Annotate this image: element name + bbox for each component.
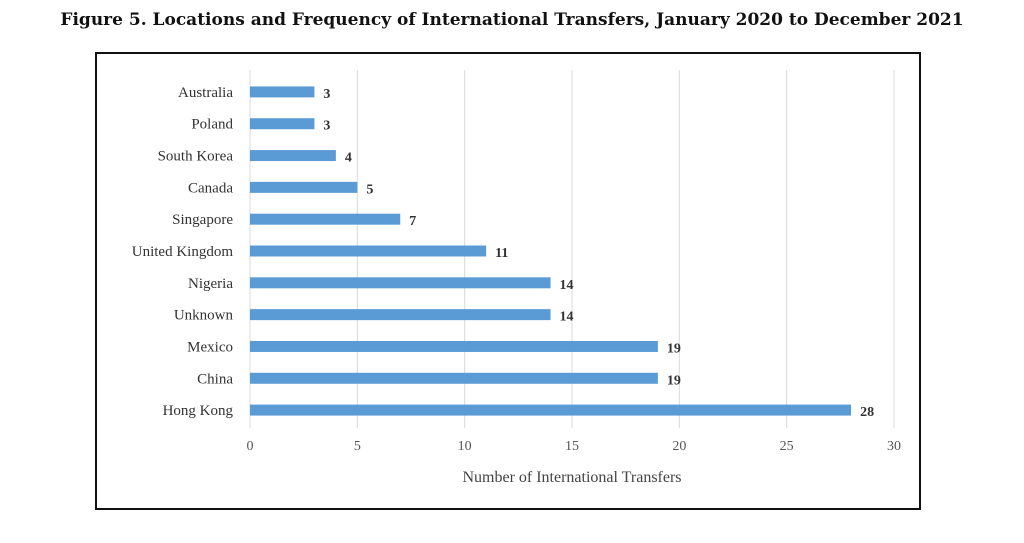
category-label: Poland <box>191 117 233 133</box>
data-label: 3 <box>323 119 330 134</box>
bar-poland <box>250 118 315 130</box>
bars <box>250 86 852 416</box>
data-labels: 3 3 4 5 7 11 14 14 19 19 28 <box>323 87 874 420</box>
category-label: Hong Kong <box>163 403 234 419</box>
bar-singapore <box>250 213 401 225</box>
bar-hong-kong <box>250 404 852 416</box>
category-label: Singapore <box>172 212 233 228</box>
x-tick-label: 10 <box>458 439 472 454</box>
category-label: South Korea <box>158 149 234 165</box>
x-tick-label: 20 <box>672 439 686 454</box>
x-tick-labels: 0 5 10 15 20 25 30 <box>247 439 902 454</box>
bar-australia <box>250 86 315 98</box>
x-tick-label: 0 <box>247 439 254 454</box>
category-label: Mexico <box>187 339 233 355</box>
bar-united-kingdom <box>250 245 487 257</box>
category-label: Australia <box>178 85 233 101</box>
category-label: Canada <box>188 180 233 196</box>
data-label: 3 <box>323 87 330 102</box>
category-label: Unknown <box>174 308 234 324</box>
bar-mexico <box>250 340 658 352</box>
category-labels: Australia Poland South Korea Canada Singapor… <box>132 85 234 419</box>
x-tick-label: 5 <box>354 439 361 454</box>
bar-canada <box>250 181 358 193</box>
data-label: 14 <box>560 310 574 325</box>
data-label: 19 <box>667 373 681 388</box>
figure-title: Figure 5. Locations and Frequency of Int… <box>60 10 964 30</box>
x-tick-label: 30 <box>887 439 901 454</box>
data-label: 5 <box>366 182 373 197</box>
data-label: 4 <box>345 151 352 166</box>
data-label: 11 <box>495 246 508 261</box>
category-label: United Kingdom <box>132 244 234 260</box>
x-tick-label: 25 <box>780 439 794 454</box>
data-label: 14 <box>560 278 574 293</box>
bar-china <box>250 372 658 384</box>
bar-unknown <box>250 309 551 321</box>
bar-chart: Australia Poland South Korea Canada Singapor… <box>132 70 902 486</box>
x-axis-title: Number of International Transfers <box>462 469 681 486</box>
x-tick-label: 15 <box>565 439 579 454</box>
data-label: 28 <box>860 405 874 420</box>
data-label: 19 <box>667 341 681 356</box>
chart-frame: Australia Poland South Korea Canada Singapor… <box>95 52 921 510</box>
bar-nigeria <box>250 277 551 289</box>
bar-south-korea <box>250 150 336 162</box>
data-label: 7 <box>409 214 416 229</box>
category-label: Nigeria <box>188 276 233 292</box>
category-label: China <box>197 371 233 387</box>
